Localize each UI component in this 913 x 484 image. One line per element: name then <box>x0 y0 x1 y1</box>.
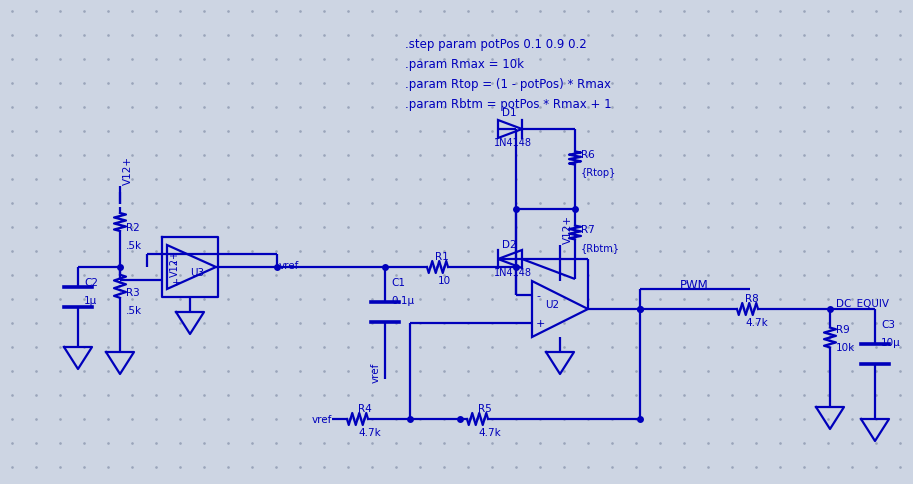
Text: C3: C3 <box>881 319 895 329</box>
Text: .5k: .5k <box>126 305 142 316</box>
Text: D1: D1 <box>502 108 517 118</box>
Text: C1: C1 <box>391 277 405 287</box>
Text: C2: C2 <box>84 277 98 287</box>
Text: .step param potPos 0.1 0.9 0.2: .step param potPos 0.1 0.9 0.2 <box>405 38 587 51</box>
Text: R9: R9 <box>836 324 850 334</box>
Text: 4.7k: 4.7k <box>478 427 500 437</box>
Text: .param Rmax = 10k: .param Rmax = 10k <box>405 58 524 71</box>
Text: .param Rtop = (1 - potPos) * Rmax: .param Rtop = (1 - potPos) * Rmax <box>405 78 611 91</box>
Text: vref: vref <box>311 414 332 424</box>
Text: R8: R8 <box>745 293 759 303</box>
Text: R5: R5 <box>478 403 492 413</box>
Text: +: + <box>172 277 182 287</box>
Text: {Rtop}: {Rtop} <box>581 167 616 178</box>
Text: 0.1µ: 0.1µ <box>391 295 415 305</box>
Text: V12+: V12+ <box>170 249 180 276</box>
Text: PWM: PWM <box>680 278 708 291</box>
Text: 1µ: 1µ <box>84 295 98 305</box>
Text: 10k: 10k <box>836 342 855 352</box>
Text: 1N4148: 1N4148 <box>494 138 532 148</box>
Text: 10: 10 <box>438 275 451 286</box>
Text: D2: D2 <box>502 240 517 249</box>
Text: 4.7k: 4.7k <box>745 318 768 327</box>
Text: R2: R2 <box>126 223 140 232</box>
Text: U2: U2 <box>545 300 559 309</box>
Text: -: - <box>172 256 176 269</box>
Text: 1N4148: 1N4148 <box>494 268 532 277</box>
Text: R6: R6 <box>581 150 594 160</box>
Text: vref: vref <box>371 362 381 382</box>
Text: R4: R4 <box>358 403 372 413</box>
Text: +: + <box>536 318 545 328</box>
Text: V12+: V12+ <box>123 156 133 184</box>
Text: V12+: V12+ <box>563 214 573 243</box>
Text: DC_EQUIV: DC_EQUIV <box>836 297 889 308</box>
Text: U3: U3 <box>190 268 205 277</box>
Text: vref: vref <box>279 260 299 271</box>
Text: .param Rbtm = potPos * Rmax + 1: .param Rbtm = potPos * Rmax + 1 <box>405 98 612 111</box>
Text: 4.7k: 4.7k <box>358 427 381 437</box>
Text: 10µ: 10µ <box>881 337 901 348</box>
Text: R3: R3 <box>126 287 140 297</box>
Text: {Rbtm}: {Rbtm} <box>581 242 620 253</box>
Text: -: - <box>536 290 540 301</box>
Text: R7: R7 <box>581 225 594 235</box>
Text: R1: R1 <box>435 252 449 261</box>
Text: .5k: .5k <box>126 241 142 251</box>
